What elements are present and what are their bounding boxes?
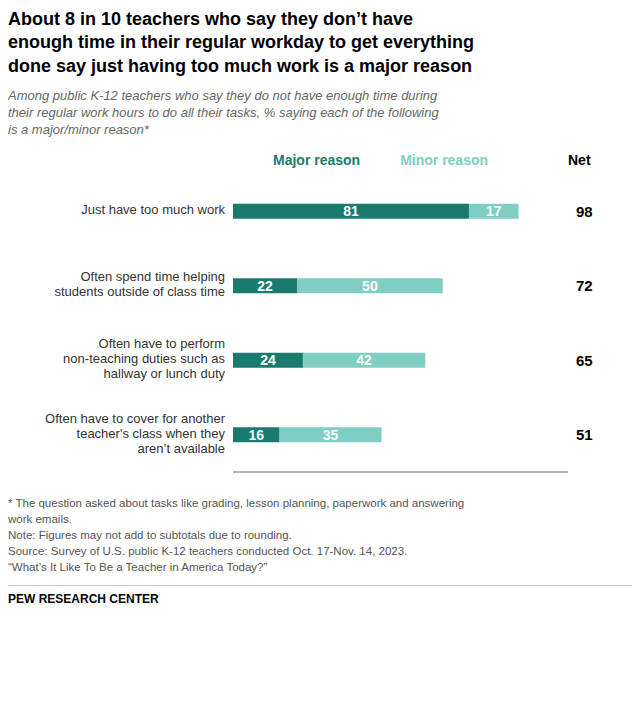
html-text:About 8 in 10 teachers who say: About 8 in 10 teachers who say they don’…: [8, 9, 414, 29]
svg-text:98: 98: [576, 202, 593, 219]
html-text:“What’s It Like To Be a Teache: “What’s It Like To Be a Teacher in Ameri…: [8, 561, 268, 574]
html-text:Source: Survey of U.S. public: Source: Survey of U.S. public K-12 teach…: [8, 545, 408, 558]
html-text:done say just having too much: done say just having too much work is a …: [8, 55, 473, 76]
html-text:is a major/minor reason*: is a major/minor reason*: [8, 122, 149, 137]
svg-text:Just have too much work: Just have too much work: [81, 203, 225, 218]
svg-text:Often have to cover for anothe: Often have to cover for anotherteacher's…: [45, 411, 226, 456]
svg-text:17: 17: [486, 203, 502, 219]
html-text:Note: Figures may not add to s: Note: Figures may not add to subtotals d…: [8, 529, 292, 541]
svg-text:24: 24: [260, 352, 276, 368]
html-text:* The question asked about tas: * The question asked about tasks like gr…: [8, 496, 465, 509]
html-text:their regular work hours to do: their regular work hours to do all their…: [8, 105, 439, 121]
html-text:work emails.: work emails.: [8, 512, 72, 525]
svg-text:81: 81: [343, 203, 359, 219]
svg-text:35: 35: [323, 427, 339, 443]
svg-text:50: 50: [362, 278, 378, 294]
html-text:Minor reason: Minor reason: [400, 151, 488, 168]
svg-text:65: 65: [576, 351, 593, 368]
svg-text:51: 51: [576, 426, 593, 443]
html-text:Major reason: Major reason: [273, 151, 361, 168]
svg-text:Often spend time helpingstuden: Often spend time helpingstudents outside…: [54, 270, 225, 300]
html-text:Net: Net: [568, 151, 591, 168]
svg-text:22: 22: [257, 278, 273, 294]
svg-text:72: 72: [576, 277, 593, 294]
svg-text:42: 42: [356, 352, 372, 368]
html-text:enough time in their regular w: enough time in their regular workday to …: [8, 32, 475, 53]
svg-text:16: 16: [249, 427, 265, 443]
svg-text:Often have to performnon-teach: Often have to performnon-teaching duties…: [63, 337, 225, 382]
html-text:PEW RESEARCH CENTER: PEW RESEARCH CENTER: [8, 592, 159, 607]
html-text:Among public K-12 teachers who: Among public K-12 teachers who say they …: [8, 88, 438, 104]
